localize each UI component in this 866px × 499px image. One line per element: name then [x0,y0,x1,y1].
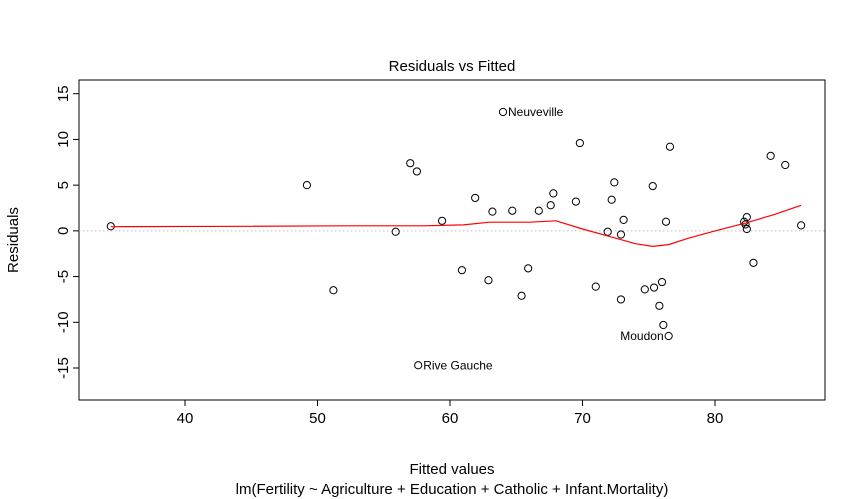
x-tick-label: 70 [574,410,591,427]
residual-point [575,138,584,148]
residual-point [412,167,421,176]
residual-point [797,221,806,230]
data-points [106,107,806,370]
residual-point [406,159,415,168]
x-tick-label: 80 [707,410,724,427]
residual-point [546,201,555,210]
x-tick-label: 50 [309,410,326,427]
residual-point [661,217,671,226]
residual-point [498,107,508,117]
residual-point [591,282,600,291]
y-tick-label: 0 [55,227,72,235]
residual-point [619,215,628,224]
residual-point [391,227,400,236]
residual-point [742,224,751,234]
residual-point [742,213,751,222]
residual-point [484,276,493,285]
smoother-line [110,204,802,248]
residual-point [659,320,668,330]
residual-point [649,283,659,292]
model-formula-subtitle: lm(Fertility ~ Agriculture + Education +… [236,481,669,498]
residual-point [437,216,447,225]
y-tick-label: 15 [55,85,72,102]
residual-point [517,291,526,300]
residual-point [329,286,338,295]
x-axis-label: Fitted values [409,461,494,478]
residual-point [534,206,543,215]
x-axis: 40 50 60 70 80 [177,400,724,427]
residual-point [603,227,612,236]
residual-point [648,181,657,191]
residual-point [781,160,790,170]
residual-point [664,331,673,341]
residual-point [524,264,533,273]
y-tick-label: -10 [55,311,72,333]
residual-point [414,361,423,370]
plot-frame [78,79,826,401]
residual-point [749,258,758,267]
residual-point [571,197,580,206]
y-axis: -15 -10 -5 0 5 10 15 [55,85,79,379]
residual-point [616,295,626,304]
point-labels: Neuveville Moudon Rive Gauche [423,105,663,372]
residual-point [655,301,664,310]
y-tick-label: 5 [55,181,72,189]
residual-point [488,207,497,216]
chart-title: Residuals vs Fitted [389,58,516,75]
residual-point [610,178,619,187]
y-tick-label: -15 [55,357,72,379]
point-label: Neuveville [508,105,564,119]
point-label: Moudon [620,329,663,343]
residual-point [616,230,626,239]
residual-point [471,193,480,203]
residual-point [640,285,649,294]
y-tick-label: -5 [55,270,72,283]
x-tick-label: 60 [442,410,459,427]
y-tick-label: 10 [55,131,72,148]
residual-point [549,189,558,198]
residual-point [766,151,775,160]
residual-point [665,142,675,151]
residual-point [457,266,467,275]
residual-point [607,195,616,204]
point-label: Rive Gauche [423,358,493,372]
y-axis-label: Residuals [5,207,22,273]
x-tick-label: 40 [177,410,194,427]
residual-point [508,206,517,215]
lowess-smoother [110,204,802,248]
residual-point [302,181,312,190]
residual-point [657,277,667,287]
